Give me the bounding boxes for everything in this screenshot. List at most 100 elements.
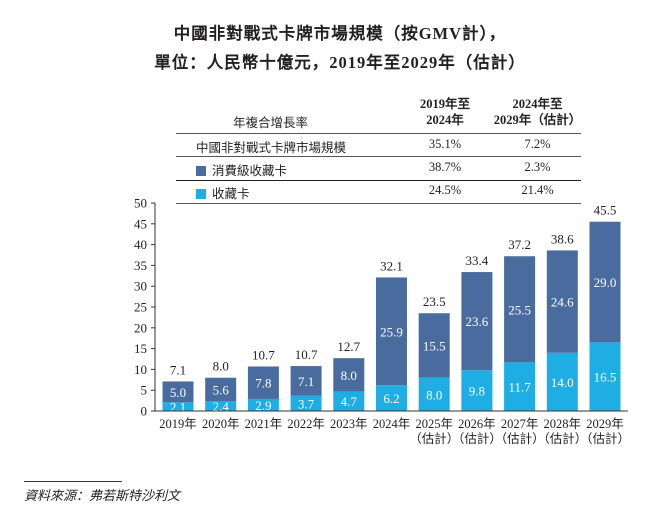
- x-tick-label: 2029年: [586, 417, 624, 431]
- table-divider: [176, 180, 581, 181]
- bar-segment-consumer: [589, 221, 621, 343]
- x-tick-label: 2027年: [501, 417, 539, 431]
- bar-segment-collectible: [247, 398, 279, 411]
- bar-segment-collectible: [418, 377, 450, 411]
- segment-value-label: 23.6: [466, 314, 489, 329]
- y-tick-label: 50: [134, 196, 147, 211]
- total-value-label: 45.5: [594, 203, 617, 218]
- segment-value-label: 8.0: [426, 387, 442, 402]
- total-value-label: 8.0: [213, 359, 229, 374]
- segment-value-label: 9.8: [469, 384, 485, 399]
- table-divider: [176, 156, 581, 157]
- row-collectible-col2: 21.4%: [521, 183, 554, 197]
- y-tick-label: 20: [134, 320, 147, 335]
- bar-segment-consumer: [333, 358, 365, 392]
- segment-value-label: 6.2: [383, 391, 399, 406]
- x-tick-label: 2026年: [458, 417, 496, 431]
- bar-segment-consumer: [376, 277, 407, 386]
- segment-value-label: 2.4: [213, 399, 230, 414]
- segment-value-label: 2.9: [255, 398, 271, 413]
- segment-value-label: 8.0: [341, 368, 357, 383]
- bar-segment-collectible: [290, 395, 322, 411]
- y-tick-label: 30: [134, 279, 147, 294]
- segment-value-label: 29.0: [594, 275, 617, 290]
- row-consumer-col2: 2.3%: [524, 160, 551, 174]
- source-note: 資料來源：弗若斯特沙利文: [24, 488, 181, 503]
- segment-value-label: 16.5: [594, 370, 617, 385]
- col1-header-line2: 2024年: [426, 113, 464, 127]
- bar-segment-consumer: [418, 313, 450, 378]
- x-tick-label: （估計）: [409, 431, 459, 446]
- y-tick-label: 5: [141, 383, 148, 398]
- x-tick-label: 2019年: [159, 417, 197, 431]
- bar-segment-collectible: [376, 385, 407, 411]
- total-value-label: 10.7: [295, 347, 318, 362]
- bar-segment-collectible: [205, 401, 237, 411]
- col2-header-line1: 2024年至: [512, 97, 563, 111]
- bar-segment-consumer: [290, 366, 322, 396]
- cagr-col1-header: 2019年至 2024年: [405, 96, 485, 128]
- y-tick-label: 15: [134, 341, 147, 356]
- legend-swatch-consumer: [196, 166, 206, 176]
- x-tick-label: 2023年: [330, 417, 368, 431]
- x-tick-label: 2025年: [415, 417, 453, 431]
- segment-value-label: 5.0: [170, 385, 186, 400]
- bar-segment-collectible: [589, 342, 621, 411]
- segment-value-label: 25.5: [508, 302, 531, 317]
- segment-value-label: 14.0: [551, 375, 574, 390]
- segment-value-label: 7.8: [255, 376, 271, 391]
- x-tick-label: 2020年: [202, 417, 240, 431]
- chart-title-line2: 單位：人民幣十億元，2019年至2029年（估計）: [154, 53, 526, 72]
- cagr-col2-header: 2024年至 2029年（估計）: [480, 96, 595, 128]
- table-divider: [176, 133, 581, 134]
- col1-header-line1: 2019年至: [419, 97, 470, 111]
- segment-value-label: 5.6: [213, 382, 230, 397]
- legend-swatch-collectible: [196, 189, 206, 199]
- total-value-label: 10.7: [252, 347, 275, 362]
- segment-value-label: 4.7: [341, 394, 358, 409]
- chart-title-line1: 中國非對戰式卡牌市場規模（按GMV計），: [173, 24, 507, 43]
- row-total-col1: 35.1%: [428, 137, 462, 151]
- total-value-label: 23.5: [423, 294, 446, 309]
- bar-segment-collectible: [162, 402, 194, 411]
- y-tick-label: 45: [134, 216, 147, 231]
- segment-value-label: 11.7: [508, 380, 531, 395]
- x-tick-label: （估計）: [495, 431, 545, 446]
- y-tick-label: 40: [134, 237, 147, 252]
- segment-value-label: 3.7: [298, 396, 315, 411]
- x-tick-label: 2021年: [245, 417, 283, 431]
- bar-segment-collectible: [546, 352, 578, 411]
- segment-value-label: 25.9: [380, 324, 403, 339]
- source-divider: [24, 481, 122, 482]
- segment-value-label: 7.1: [298, 374, 314, 389]
- x-tick-label: 2024年: [373, 417, 411, 431]
- legend-label-collectible: 收藏卡: [212, 187, 250, 201]
- x-tick-label: 2028年: [544, 417, 582, 431]
- segment-value-label: 15.5: [423, 338, 446, 353]
- bar-segment-consumer: [461, 272, 493, 371]
- bar-segment-consumer: [546, 250, 578, 353]
- row-total-col2: 7.2%: [524, 137, 551, 151]
- cagr-row-header: 年複合增長率: [233, 116, 309, 130]
- total-value-label: 7.1: [170, 362, 186, 377]
- bar-segment-consumer: [205, 377, 237, 402]
- x-tick-label: （估計）: [580, 431, 630, 446]
- bar-segment-collectible: [461, 370, 493, 411]
- total-value-label: 12.7: [337, 339, 360, 354]
- row-consumer-col1: 38.7%: [428, 160, 462, 174]
- row-total-label: 中國非對戰式卡牌市場規模: [196, 141, 347, 155]
- legend-label-consumer: 消費級收藏卡: [212, 164, 288, 178]
- row-collectible-label: 收藏卡: [196, 183, 250, 202]
- segment-value-label: 24.6: [551, 295, 574, 310]
- y-tick-label: 0: [141, 404, 148, 419]
- x-tick-label: 2022年: [287, 417, 325, 431]
- x-tick-label: （估計）: [537, 431, 587, 446]
- bar-segment-collectible: [333, 391, 365, 411]
- row-consumer-label: 消費級收藏卡: [196, 160, 287, 179]
- bar-segment-consumer: [162, 381, 194, 403]
- total-value-label: 33.4: [466, 253, 489, 268]
- total-value-label: 32.1: [380, 258, 403, 273]
- y-tick-label: 25: [134, 300, 147, 315]
